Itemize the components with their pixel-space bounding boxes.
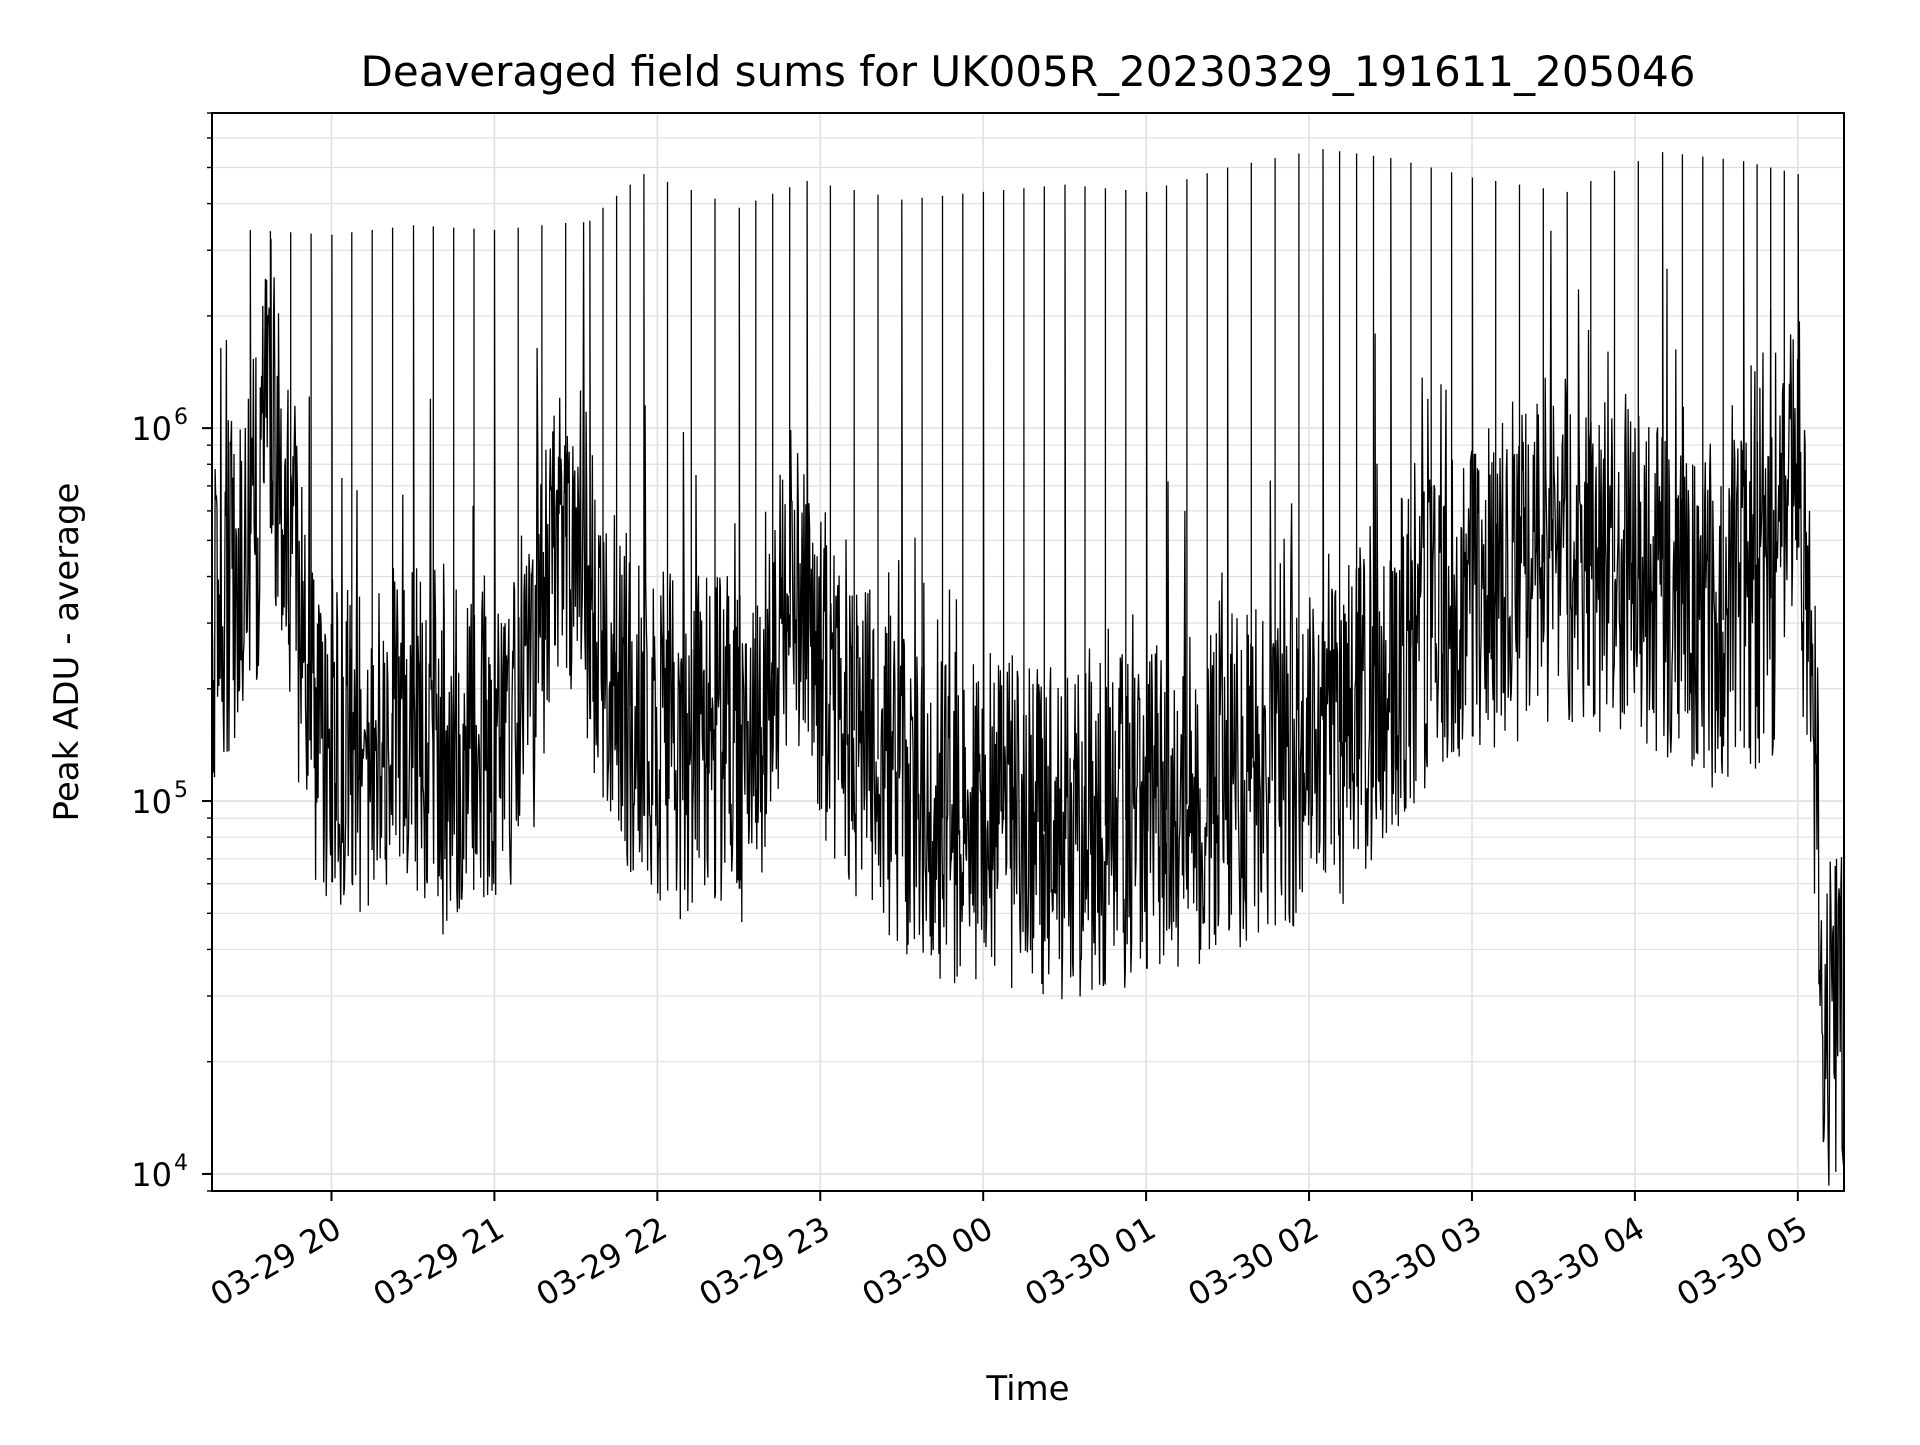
series-spikes [269, 151, 1785, 832]
series-layer [211, 149, 1845, 1186]
y-tick-label: 10 [131, 410, 172, 448]
series-line [211, 149, 1845, 1186]
y-tick-label: 10 [131, 783, 172, 821]
plot-frame [211, 112, 1845, 1192]
y-tick-label: 10 [131, 1156, 172, 1194]
y-tick-exponent: 5 [174, 778, 188, 803]
y-tick-exponent: 4 [174, 1151, 188, 1176]
y-tick-exponent: 6 [174, 405, 188, 430]
chart-title: Deaveraged field sums for UK005R_2023032… [361, 47, 1696, 96]
y-axis-label: Peak ADU - average [47, 483, 87, 822]
x-axis-label: Time [985, 1369, 1069, 1409]
